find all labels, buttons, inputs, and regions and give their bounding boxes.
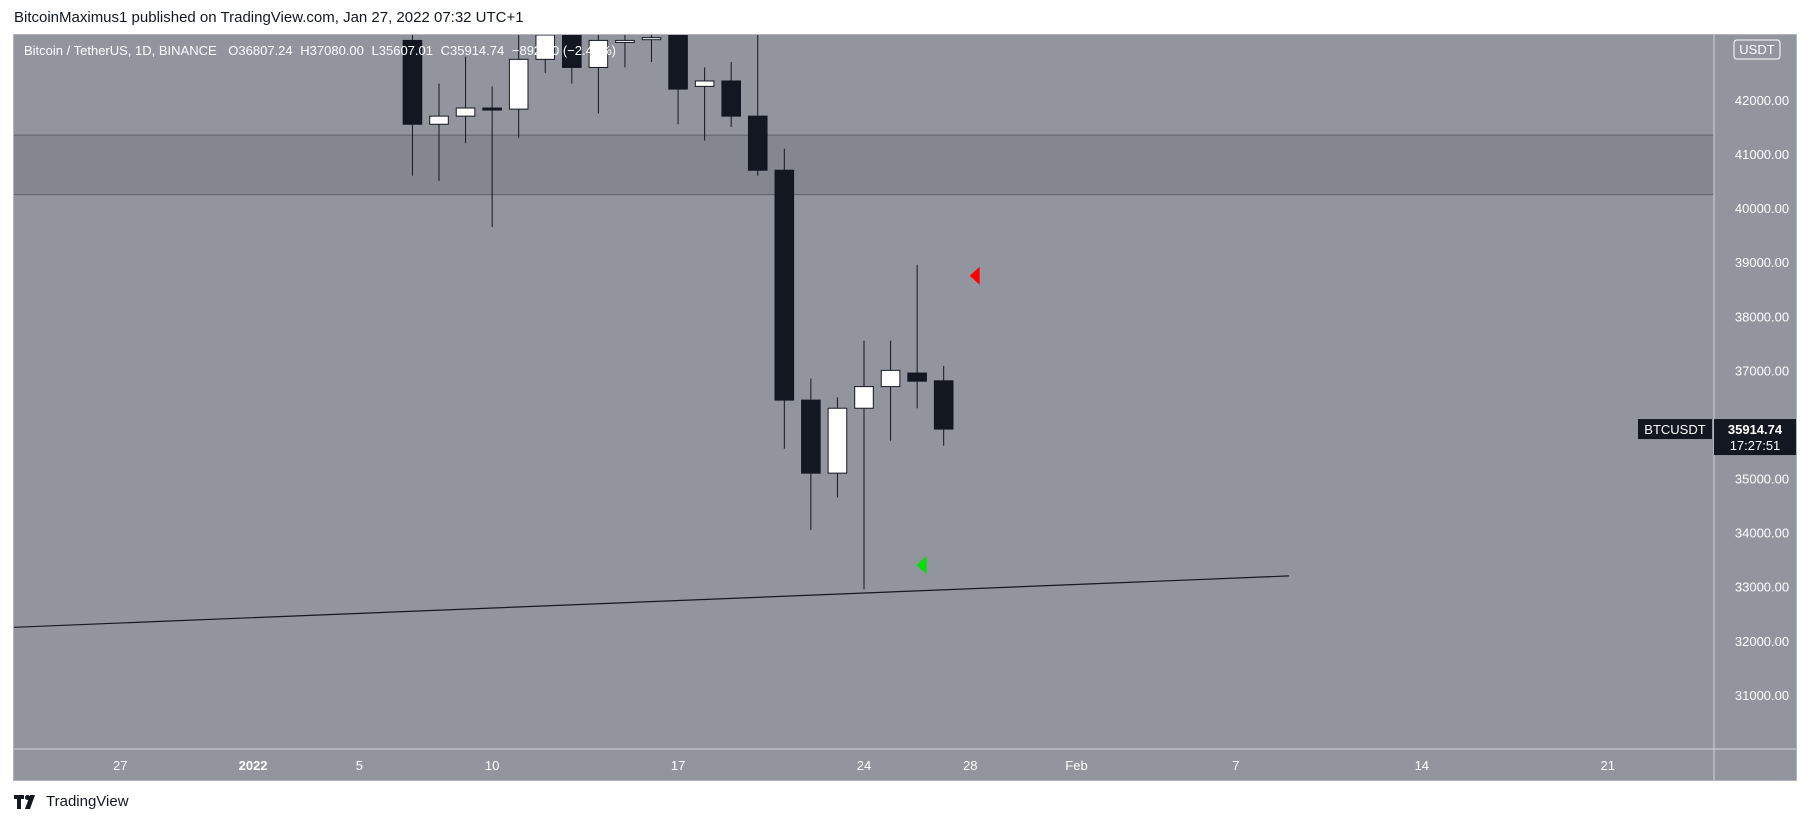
- time-tick-label: 7: [1232, 758, 1239, 773]
- time-tick-label: 5: [356, 758, 363, 773]
- legend-open-value: 36807.24: [238, 43, 292, 58]
- resistance-zone: [14, 135, 1714, 195]
- legend-low-label: L: [372, 43, 379, 58]
- candle: [615, 35, 635, 68]
- price-tick-label: 41000.00: [1735, 147, 1789, 162]
- candle: [854, 340, 874, 590]
- candle: [562, 35, 582, 84]
- last-price-label: 35914.74: [1728, 422, 1783, 437]
- currency-badge-box[interactable]: [1733, 39, 1781, 60]
- price-tick-label: 42000.00: [1735, 93, 1789, 108]
- candle-body: [641, 37, 662, 41]
- price-tick-label: 35000.00: [1735, 472, 1789, 487]
- price-tick-label: 40000.00: [1735, 201, 1789, 216]
- candle-body: [801, 399, 821, 474]
- candle: [933, 366, 954, 446]
- price-tick-label: 31000.00: [1735, 688, 1789, 703]
- candle: [535, 35, 556, 73]
- legend-open-label: O: [228, 43, 238, 58]
- time-tick-label: 2022: [239, 758, 268, 773]
- candle: [827, 397, 848, 498]
- legend-symbol: Bitcoin / TetherUS, 1D, BINANCE: [24, 43, 217, 58]
- price-tick-label: 38000.00: [1735, 309, 1789, 324]
- price-tick-label: 33000.00: [1735, 580, 1789, 595]
- candle-body: [615, 39, 635, 43]
- legend-high-value: 37080.00: [310, 43, 364, 58]
- ohlc-legend: Bitcoin / TetherUS, 1D, BINANCE O36807.2…: [24, 43, 616, 58]
- tradingview-logo-icon[interactable]: [14, 794, 40, 809]
- time-tick-label: 24: [857, 758, 871, 773]
- last-price-box: [1714, 419, 1796, 456]
- candle: [455, 56, 476, 144]
- support-line: [14, 575, 1290, 628]
- candle: [641, 35, 662, 63]
- legend-high-label: H: [300, 43, 309, 58]
- candle-body: [535, 35, 556, 60]
- footer-brand[interactable]: TradingView: [46, 793, 129, 810]
- legend-close-value: 35914.74: [450, 43, 504, 58]
- time-tick-label: 21: [1601, 758, 1615, 773]
- candle-body: [588, 39, 609, 68]
- candle: [482, 86, 502, 228]
- footer: TradingView: [14, 793, 129, 810]
- candle-body: [562, 35, 582, 68]
- candle: [668, 35, 688, 125]
- price-axis-area[interactable]: [1714, 35, 1796, 749]
- candle-body: [482, 107, 502, 111]
- legend-close-label: C: [441, 43, 450, 58]
- bullish-marker: [916, 556, 927, 575]
- legend-low-value: 35607.01: [379, 43, 433, 58]
- candle: [429, 83, 449, 182]
- candle: [694, 67, 715, 141]
- time-axis-area[interactable]: [14, 749, 1796, 780]
- candle: [747, 35, 768, 176]
- time-tick-label: 17: [671, 758, 685, 773]
- time-tick-label: 27: [113, 758, 127, 773]
- candle-body: [429, 115, 449, 125]
- candle-body: [880, 369, 901, 388]
- last-symbol-box: [1638, 419, 1712, 440]
- candle-body: [747, 115, 768, 171]
- candle: [721, 62, 741, 127]
- bearish-marker: [969, 266, 980, 285]
- candle-body: [907, 372, 927, 382]
- last-symbol-label: BTCUSDT: [1644, 422, 1705, 437]
- time-tick-label: Feb: [1065, 758, 1087, 773]
- candle-body: [694, 80, 715, 87]
- candle: [588, 35, 609, 114]
- time-tick-label: 10: [485, 758, 499, 773]
- price-tick-label: 32000.00: [1735, 634, 1789, 649]
- bar-countdown-label: 17:27:51: [1730, 438, 1781, 453]
- chart-container[interactable]: 31000.00 32000.00 33000.00 34000.00 35000.00…: [13, 34, 1797, 781]
- price-tick-label: 39000.00: [1735, 255, 1789, 270]
- published-by-text: BitcoinMaximus1 published on TradingView…: [14, 9, 524, 26]
- candle: [508, 35, 529, 138]
- legend-change: −892.50 (−2.43%): [512, 43, 616, 58]
- price-tick-label: 34000.00: [1735, 526, 1789, 541]
- candle-body: [827, 407, 848, 474]
- currency-badge[interactable]: USDT: [1739, 42, 1774, 57]
- candle-body: [721, 80, 741, 117]
- candle-body: [933, 380, 954, 430]
- candle: [880, 340, 901, 441]
- price-tick-label: 37000.00: [1735, 363, 1789, 378]
- candle-body: [508, 58, 529, 110]
- time-tick-label: 14: [1415, 758, 1429, 773]
- candle-body: [455, 107, 476, 117]
- candle-body: [854, 386, 874, 409]
- candle-body: [774, 169, 795, 401]
- candle: [801, 378, 821, 530]
- candle-body: [402, 39, 423, 125]
- candle: [402, 35, 423, 176]
- candle: [907, 264, 927, 409]
- time-tick-label: 28: [963, 758, 977, 773]
- candle: [774, 148, 795, 449]
- price-chart[interactable]: 31000.00 32000.00 33000.00 34000.00 35000.00…: [14, 35, 1796, 780]
- candle-body: [668, 35, 688, 90]
